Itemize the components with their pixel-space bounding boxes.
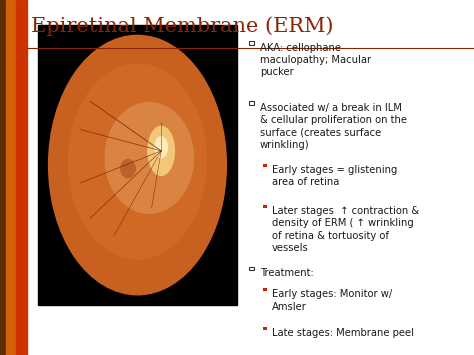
Text: Associated w/ a break in ILM
& cellular proliferation on the
surface (creates su: Associated w/ a break in ILM & cellular … <box>260 103 407 150</box>
Ellipse shape <box>154 136 168 159</box>
Ellipse shape <box>68 63 207 260</box>
Text: Early stages = glistening
area of retina: Early stages = glistening area of retina <box>272 165 398 187</box>
Bar <box>0 0 6 355</box>
Bar <box>249 41 254 45</box>
Bar <box>263 164 267 167</box>
Text: AKA: cellophane
maculopathy; Macular
pucker: AKA: cellophane maculopathy; Macular puc… <box>260 43 371 77</box>
Text: Treatment:: Treatment: <box>260 268 313 278</box>
Text: Early stages: Monitor w/
Amsler: Early stages: Monitor w/ Amsler <box>272 289 392 312</box>
Bar <box>249 102 254 105</box>
Bar <box>249 267 254 270</box>
Ellipse shape <box>147 126 175 176</box>
Text: Later stages  ↑ contraction &
density of ERM ( ↑ wrinkling
of retina & tortuosit: Later stages ↑ contraction & density of … <box>272 206 419 253</box>
Bar <box>16 0 27 355</box>
Text: Late stages: Membrane peel: Late stages: Membrane peel <box>272 328 414 338</box>
Bar <box>6 0 16 355</box>
Ellipse shape <box>104 102 194 214</box>
Bar <box>263 205 267 208</box>
Ellipse shape <box>120 159 136 179</box>
Bar <box>263 327 267 330</box>
Ellipse shape <box>48 35 227 295</box>
Bar <box>263 288 267 291</box>
Bar <box>38 25 237 305</box>
Text: Epiretinal Membrane (ERM): Epiretinal Membrane (ERM) <box>31 16 333 36</box>
